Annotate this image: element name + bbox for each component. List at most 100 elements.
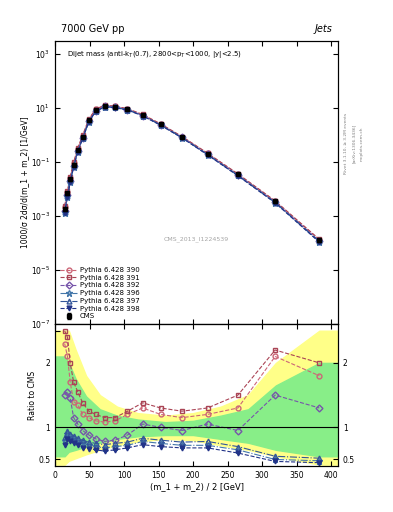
Pythia 6.428 398 — [273, 200, 277, 206]
Pythia 6.428 396 — [125, 106, 130, 113]
Line: Pythia 6.428 392: Pythia 6.428 392 — [62, 104, 322, 244]
Pythia 6.428 397 — [125, 106, 130, 113]
Pythia 6.428 398 — [180, 135, 184, 141]
Pythia 6.428 391 — [68, 174, 73, 180]
Pythia 6.428 397 — [205, 152, 210, 158]
Pythia 6.428 392 — [235, 172, 240, 178]
Pythia 6.428 398 — [75, 149, 80, 155]
Pythia 6.428 397 — [140, 113, 145, 119]
Y-axis label: Ratio to CMS: Ratio to CMS — [28, 371, 37, 420]
Pythia 6.428 397 — [75, 148, 80, 154]
Pythia 6.428 390 — [205, 151, 210, 157]
Pythia 6.428 398 — [65, 194, 70, 200]
Text: Rivet 3.1.10, ≥ 3.2M events: Rivet 3.1.10, ≥ 3.2M events — [344, 113, 348, 174]
Pythia 6.428 397 — [62, 209, 67, 215]
Text: Jets: Jets — [314, 24, 332, 34]
Pythia 6.428 391 — [205, 150, 210, 156]
Pythia 6.428 392 — [80, 135, 85, 141]
Pythia 6.428 390 — [71, 160, 76, 166]
Pythia 6.428 397 — [180, 135, 184, 141]
Pythia 6.428 396 — [65, 194, 70, 200]
Y-axis label: 1000/σ 2dσ/d(m_1 + m_2) [1/GeV]: 1000/σ 2dσ/d(m_1 + m_2) [1/GeV] — [20, 117, 29, 248]
Pythia 6.428 398 — [71, 164, 76, 170]
Line: Pythia 6.428 391: Pythia 6.428 391 — [62, 103, 322, 242]
Pythia 6.428 396 — [86, 119, 91, 125]
Pythia 6.428 390 — [68, 175, 73, 181]
Line: Pythia 6.428 396: Pythia 6.428 396 — [62, 103, 323, 245]
Pythia 6.428 398 — [102, 104, 107, 110]
Text: mcplots.cern.ch: mcplots.cern.ch — [360, 126, 364, 161]
Pythia 6.428 390 — [180, 134, 184, 140]
Pythia 6.428 397 — [80, 135, 85, 141]
Pythia 6.428 391 — [125, 105, 130, 112]
Pythia 6.428 390 — [317, 237, 322, 243]
Pythia 6.428 398 — [94, 109, 98, 115]
Pythia 6.428 390 — [113, 103, 118, 110]
Pythia 6.428 396 — [235, 173, 240, 179]
Pythia 6.428 390 — [102, 102, 107, 109]
Pythia 6.428 390 — [75, 146, 80, 152]
Pythia 6.428 390 — [273, 198, 277, 204]
Pythia 6.428 397 — [317, 238, 322, 244]
Pythia 6.428 391 — [140, 112, 145, 118]
Pythia 6.428 390 — [62, 204, 67, 210]
Pythia 6.428 397 — [113, 104, 118, 111]
Pythia 6.428 391 — [71, 159, 76, 165]
Pythia 6.428 390 — [158, 121, 163, 127]
Pythia 6.428 392 — [180, 134, 184, 140]
Pythia 6.428 397 — [71, 163, 76, 169]
Pythia 6.428 390 — [80, 133, 85, 139]
Pythia 6.428 391 — [102, 102, 107, 108]
Pythia 6.428 392 — [205, 151, 210, 157]
Pythia 6.428 390 — [140, 112, 145, 118]
Pythia 6.428 397 — [68, 178, 73, 184]
Pythia 6.428 392 — [68, 178, 73, 184]
Pythia 6.428 390 — [86, 117, 91, 123]
Pythia 6.428 391 — [94, 106, 98, 112]
Pythia 6.428 392 — [317, 238, 322, 244]
Pythia 6.428 398 — [140, 113, 145, 119]
Pythia 6.428 390 — [125, 106, 130, 112]
Pythia 6.428 391 — [75, 145, 80, 151]
Pythia 6.428 398 — [62, 210, 67, 217]
Pythia 6.428 392 — [65, 193, 70, 199]
Pythia 6.428 391 — [317, 237, 322, 243]
Pythia 6.428 391 — [80, 132, 85, 138]
Pythia 6.428 396 — [113, 104, 118, 111]
Pythia 6.428 396 — [205, 152, 210, 158]
Pythia 6.428 398 — [80, 135, 85, 141]
Pythia 6.428 391 — [273, 198, 277, 204]
Pythia 6.428 392 — [140, 113, 145, 119]
Pythia 6.428 391 — [180, 134, 184, 140]
Pythia 6.428 396 — [158, 122, 163, 128]
Pythia 6.428 391 — [86, 116, 91, 122]
Pythia 6.428 390 — [235, 171, 240, 177]
Pythia 6.428 392 — [75, 148, 80, 154]
Pythia 6.428 397 — [158, 122, 163, 128]
Pythia 6.428 396 — [75, 148, 80, 155]
Pythia 6.428 391 — [62, 203, 67, 209]
Pythia 6.428 392 — [273, 199, 277, 205]
Pythia 6.428 392 — [102, 103, 107, 110]
Pythia 6.428 391 — [113, 103, 118, 109]
Pythia 6.428 396 — [317, 239, 322, 245]
Pythia 6.428 390 — [65, 189, 70, 196]
Pythia 6.428 392 — [62, 208, 67, 215]
Pythia 6.428 397 — [102, 103, 107, 110]
Pythia 6.428 398 — [113, 104, 118, 111]
Text: 7000 GeV pp: 7000 GeV pp — [61, 24, 124, 34]
Pythia 6.428 398 — [205, 152, 210, 158]
Pythia 6.428 397 — [65, 193, 70, 199]
Pythia 6.428 396 — [68, 179, 73, 185]
Pythia 6.428 398 — [158, 122, 163, 129]
Pythia 6.428 392 — [158, 122, 163, 128]
Line: Pythia 6.428 398: Pythia 6.428 398 — [62, 104, 322, 245]
Pythia 6.428 398 — [125, 107, 130, 113]
Pythia 6.428 396 — [94, 108, 98, 114]
Pythia 6.428 398 — [317, 239, 322, 245]
Pythia 6.428 391 — [158, 121, 163, 127]
Pythia 6.428 397 — [235, 172, 240, 178]
Pythia 6.428 392 — [71, 163, 76, 169]
Pythia 6.428 396 — [180, 135, 184, 141]
Text: [arXiv:1306.3436]: [arXiv:1306.3436] — [352, 124, 356, 163]
